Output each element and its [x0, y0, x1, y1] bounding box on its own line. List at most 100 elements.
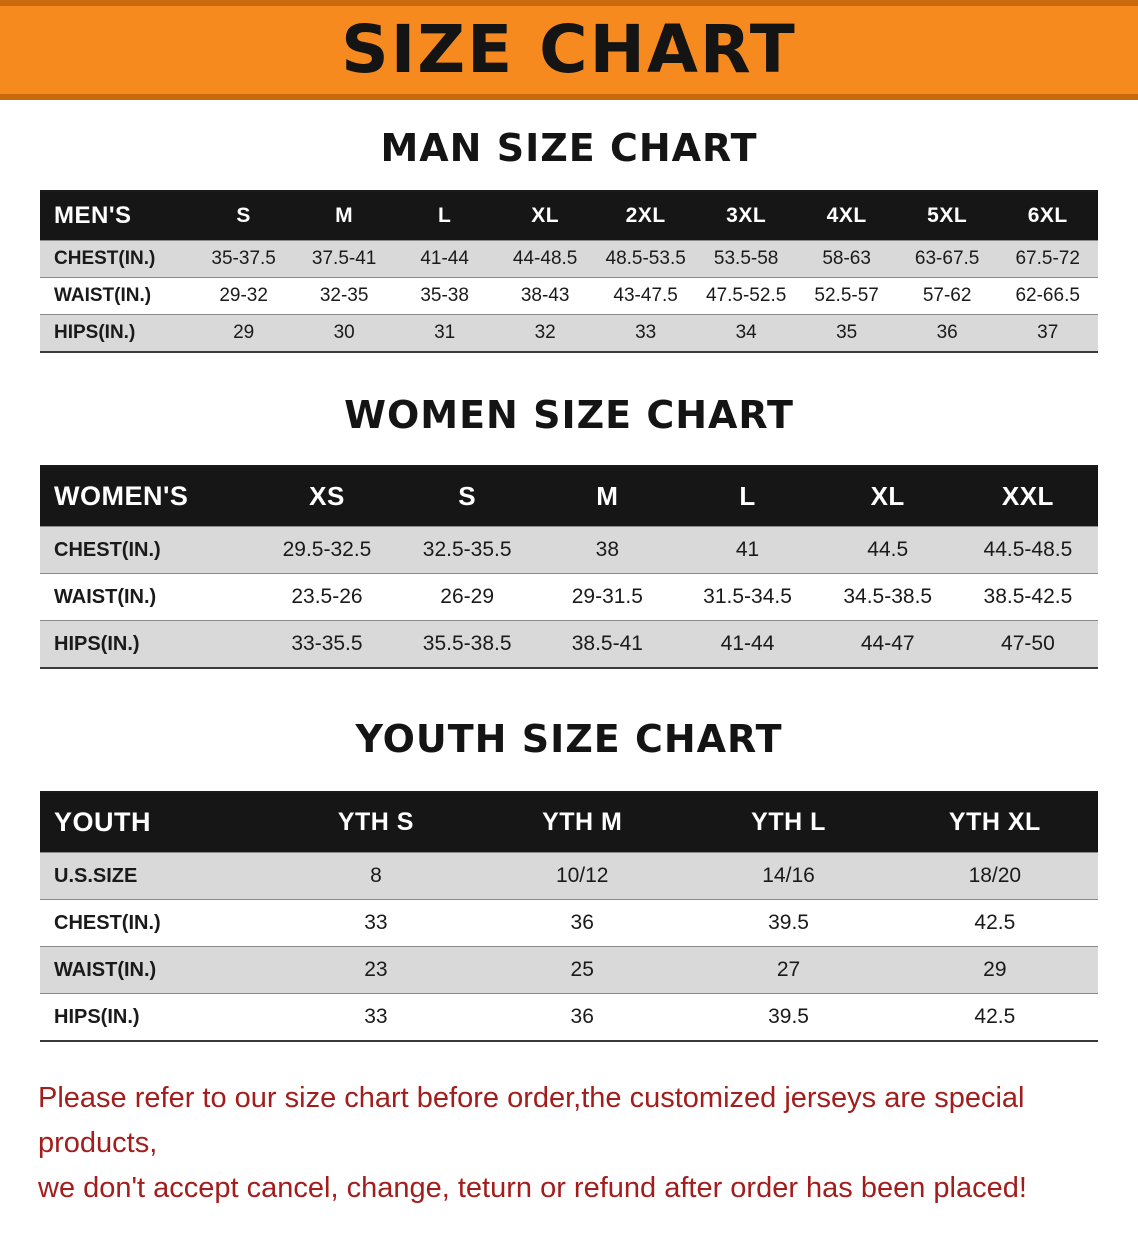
- size-value: 36: [570, 1005, 594, 1028]
- size-value: 29: [983, 958, 1007, 981]
- size-value: 58-63: [822, 248, 871, 269]
- size-column-header: S: [397, 466, 538, 527]
- size-value: 27: [776, 958, 801, 981]
- size-value: 35-37.5: [211, 248, 276, 269]
- size-column-header: 5XL: [896, 191, 998, 241]
- row-label: HIPS(IN.): [54, 322, 136, 343]
- size-value: 14/16: [762, 864, 815, 887]
- size-value: 32: [534, 322, 556, 343]
- size-value: 52.5-57: [814, 285, 879, 306]
- table-row: CHEST(IN.) 29.5-32.5 32.5-35.5 38 41 44.5 44.5…: [40, 526, 1098, 574]
- section-youth: YOUTH SIZE CHART YOUTH YTH S YTH M YTH L YTH …: [0, 717, 1138, 1042]
- size-value: 29-32: [219, 285, 268, 306]
- size-value: 35.5-38.5: [422, 632, 512, 655]
- row-label: U.S.SIZE: [54, 864, 138, 887]
- men-section-heading: MAN SIZE CHART: [380, 126, 758, 170]
- size-value: 36: [570, 911, 594, 934]
- table-corner-label: MEN'S: [40, 191, 194, 241]
- size-value: 34.5-38.5: [843, 585, 933, 608]
- size-value: 44-48.5: [512, 248, 578, 269]
- size-value: 29.5-32.5: [282, 538, 372, 561]
- size-value: 41-44: [720, 632, 775, 655]
- size-value: 23.5-26: [291, 585, 363, 608]
- section-men: MAN SIZE CHART MEN'S S M L XL 2XL 3XL 4XL 5XL 6XL C…: [0, 126, 1138, 353]
- size-value: 47.5-52.5: [706, 285, 787, 306]
- size-value: 48.5-53.5: [605, 248, 686, 269]
- size-value: 33-35.5: [291, 632, 363, 655]
- table-header-row: WOMEN'S XS S M L XL XXL: [40, 466, 1098, 527]
- table-header-row: YOUTH YTH S YTH M YTH L YTH XL: [40, 792, 1098, 853]
- table-row: U.S.SIZE 8 10/12 14/16 18/20: [40, 852, 1098, 900]
- disclaimer-line-2: we don't accept cancel, change, teturn o…: [38, 1171, 1027, 1204]
- table-row: CHEST(IN.) 35-37.5 37.5-41 41-44 44-48.5 48.5…: [40, 240, 1098, 278]
- size-column-header: S: [193, 191, 294, 241]
- size-value: 67.5-72: [1015, 248, 1080, 269]
- row-label: HIPS(IN.): [54, 1005, 140, 1028]
- size-value: 38.5-41: [571, 632, 643, 655]
- size-value: 38.5-42.5: [983, 585, 1073, 608]
- table-row: WAIST(IN.) 29-32 32-35 35-38 38-43 43-47.5 47.…: [40, 277, 1098, 315]
- size-column-header: YTH XL: [891, 792, 1098, 853]
- size-value: 38: [595, 538, 620, 561]
- size-value: 39.5: [768, 911, 809, 934]
- size-value: 26-29: [440, 585, 495, 608]
- size-column-header: 4XL: [796, 191, 897, 241]
- size-column-header: XXL: [957, 466, 1098, 527]
- size-value: 44-47: [860, 632, 915, 655]
- disclaimer-line-1: Please refer to our size chart before or…: [38, 1082, 1025, 1159]
- size-value: 47-50: [1001, 632, 1055, 655]
- size-value: 30: [333, 322, 355, 343]
- size-column-header: YTH L: [685, 792, 892, 853]
- men-size-table: MEN'S S M L XL 2XL 3XL 4XL 5XL 6XL CHEST(IN.) 35-37…: [40, 190, 1098, 353]
- size-value: 18/20: [968, 864, 1022, 887]
- size-value: 62-66.5: [1015, 285, 1080, 306]
- size-value: 41-44: [420, 248, 469, 269]
- size-value: 31: [434, 322, 456, 343]
- banner-title: SIZE CHART: [341, 11, 797, 88]
- size-value: 37: [1037, 322, 1059, 343]
- size-value: 39.5: [768, 1005, 809, 1028]
- women-size-table: WOMEN'S XS S M L XL XXL CHEST(IN.) 29.5-32.5 32.5…: [40, 465, 1098, 669]
- sections: MAN SIZE CHART MEN'S S M L XL 2XL 3XL 4XL 5XL 6XL C…: [0, 126, 1138, 1042]
- row-label: WAIST(IN.): [54, 285, 152, 306]
- disclaimer: Please refer to our size chart before or…: [0, 1076, 1138, 1235]
- size-value: 23: [364, 958, 388, 981]
- size-value: 34: [735, 322, 757, 343]
- size-value: 33: [635, 322, 657, 343]
- size-column-header: XL: [817, 466, 958, 527]
- size-column-header: XS: [256, 466, 398, 527]
- banner: SIZE CHART: [0, 0, 1138, 100]
- table-row: HIPS(IN.) 33 36 39.5 42.5: [40, 993, 1098, 1041]
- size-value: 10/12: [555, 864, 609, 887]
- size-value: 41: [735, 538, 760, 561]
- size-value: 35-38: [420, 285, 469, 306]
- size-value: 8: [370, 864, 382, 887]
- size-value: 57-62: [922, 285, 972, 306]
- size-column-header: XL: [494, 191, 596, 241]
- size-value: 29-31.5: [571, 585, 643, 608]
- row-label: CHEST(IN.): [54, 538, 161, 561]
- row-label: WAIST(IN.): [54, 958, 157, 981]
- size-column-header: 6XL: [997, 191, 1098, 241]
- size-value: 38-43: [520, 285, 570, 306]
- size-value: 36: [936, 322, 958, 343]
- row-label: CHEST(IN.): [54, 911, 161, 934]
- section-women: WOMEN SIZE CHART WOMEN'S XS S M L XL XXL CHEST(I…: [0, 393, 1138, 669]
- size-value: 33: [364, 911, 388, 934]
- size-column-header: M: [537, 466, 678, 527]
- size-value: 37.5-41: [311, 248, 377, 269]
- size-column-header: 3XL: [695, 191, 797, 241]
- table-row: HIPS(IN.) 33-35.5 35.5-38.5 38.5-41 41-44 44-…: [40, 620, 1098, 668]
- size-value: 32-35: [319, 285, 369, 306]
- table-row: WAIST(IN.) 23.5-26 26-29 29-31.5 31.5-34.5 34…: [40, 573, 1098, 621]
- size-column-header: 2XL: [595, 191, 696, 241]
- size-value: 44.5-48.5: [983, 538, 1073, 561]
- size-value: 25: [570, 958, 594, 981]
- row-label: CHEST(IN.): [54, 248, 156, 269]
- table-header-row: MEN'S S M L XL 2XL 3XL 4XL 5XL 6XL: [40, 191, 1098, 241]
- size-value: 31.5-34.5: [703, 585, 792, 608]
- size-column-header: L: [394, 191, 495, 241]
- size-column-header: M: [293, 191, 395, 241]
- women-section-heading: WOMEN SIZE CHART: [344, 393, 794, 437]
- youth-size-table: YOUTH YTH S YTH M YTH L YTH XL U.S.SIZE 8 10/12…: [40, 791, 1098, 1042]
